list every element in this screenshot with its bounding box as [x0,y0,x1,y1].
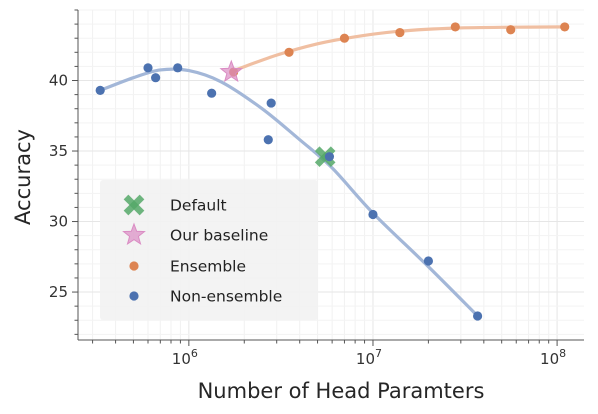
data-points [95,22,570,321]
ensemble-point [450,22,460,32]
legend-default-marker [123,194,145,216]
ensemble-point [560,22,570,32]
non-ensemble-point [173,63,183,73]
axes: 25 30 35 40 106 107 108 [49,9,584,368]
non-ensemble-point [263,135,273,145]
y-axis-title: Accuracy [11,129,35,225]
ensemble-point [395,27,405,38]
tick-labels: 25 30 35 40 106 107 108 [49,72,566,368]
legend-label: Our baseline [170,227,268,245]
non-ensemble-point [207,88,217,98]
ensemble-point [339,33,350,43]
x-tick-label: 108 [540,347,566,368]
legend-label: Default [170,197,227,215]
non-ensemble-point [95,85,105,95]
non-ensemble-point [368,209,378,220]
legend-ensemble-marker [129,261,139,271]
y-tick-label: 35 [49,142,68,160]
legend-box [100,180,318,320]
y-tick-label: 25 [49,283,68,301]
legend-label: Ensemble [170,258,246,276]
y-tick-label: 30 [49,213,68,231]
non-ensemble-point [143,63,153,73]
x-tick-label: 106 [172,347,198,368]
non-ensemble-point [472,311,483,321]
grid [78,9,584,340]
x-axis-title: Number of Head Paramters [198,379,485,403]
ensemble-point [284,47,294,57]
x-tick-label: 107 [356,347,382,368]
legend: Default Our baseline Ensemble Non-ensemble [100,180,318,320]
non-ensemble-trend-line [98,67,480,318]
non-ensemble-point [151,73,161,83]
minor-ticks [72,9,558,346]
baseline-star-marker [219,59,244,83]
non-ensemble-point [423,256,433,266]
non-ensemble-point [324,152,335,162]
non-ensemble-point [266,98,276,108]
legend-label: Non-ensemble [170,288,282,306]
ensemble-point [506,25,516,35]
y-tick-label: 40 [49,72,68,90]
legend-non-ensemble-marker [129,291,139,301]
legend-baseline-marker [122,222,146,246]
